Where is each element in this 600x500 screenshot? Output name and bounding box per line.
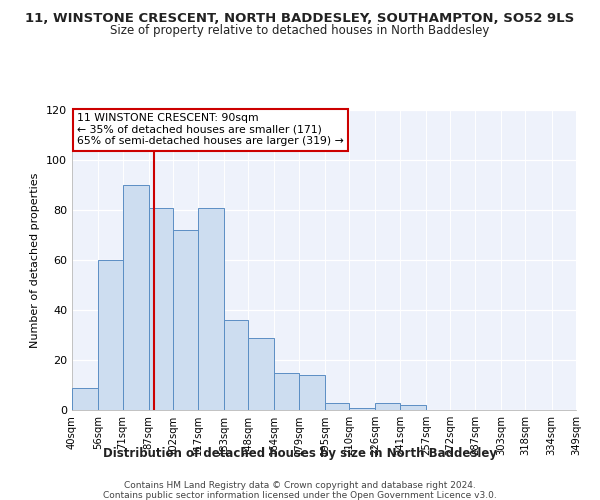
- Bar: [98, 260, 122, 410]
- Bar: [325, 402, 349, 410]
- Text: Distribution of detached houses by size in North Baddesley: Distribution of detached houses by size …: [103, 448, 497, 460]
- Bar: [224, 320, 248, 410]
- Bar: [248, 338, 274, 410]
- Bar: [376, 402, 400, 410]
- Text: 11, WINSTONE CRESCENT, NORTH BADDESLEY, SOUTHAMPTON, SO52 9LS: 11, WINSTONE CRESCENT, NORTH BADDESLEY, …: [25, 12, 575, 26]
- Bar: [122, 185, 149, 410]
- Text: 11 WINSTONE CRESCENT: 90sqm
← 35% of detached houses are smaller (171)
65% of se: 11 WINSTONE CRESCENT: 90sqm ← 35% of det…: [77, 113, 344, 146]
- Bar: [299, 375, 325, 410]
- Bar: [197, 208, 224, 410]
- Bar: [349, 408, 376, 410]
- Bar: [72, 388, 98, 410]
- Y-axis label: Number of detached properties: Number of detached properties: [31, 172, 40, 348]
- Bar: [173, 230, 197, 410]
- Bar: [274, 372, 299, 410]
- Text: Contains public sector information licensed under the Open Government Licence v3: Contains public sector information licen…: [103, 491, 497, 500]
- Text: Contains HM Land Registry data © Crown copyright and database right 2024.: Contains HM Land Registry data © Crown c…: [124, 481, 476, 490]
- Bar: [400, 405, 426, 410]
- Bar: [149, 208, 173, 410]
- Text: Size of property relative to detached houses in North Baddesley: Size of property relative to detached ho…: [110, 24, 490, 37]
